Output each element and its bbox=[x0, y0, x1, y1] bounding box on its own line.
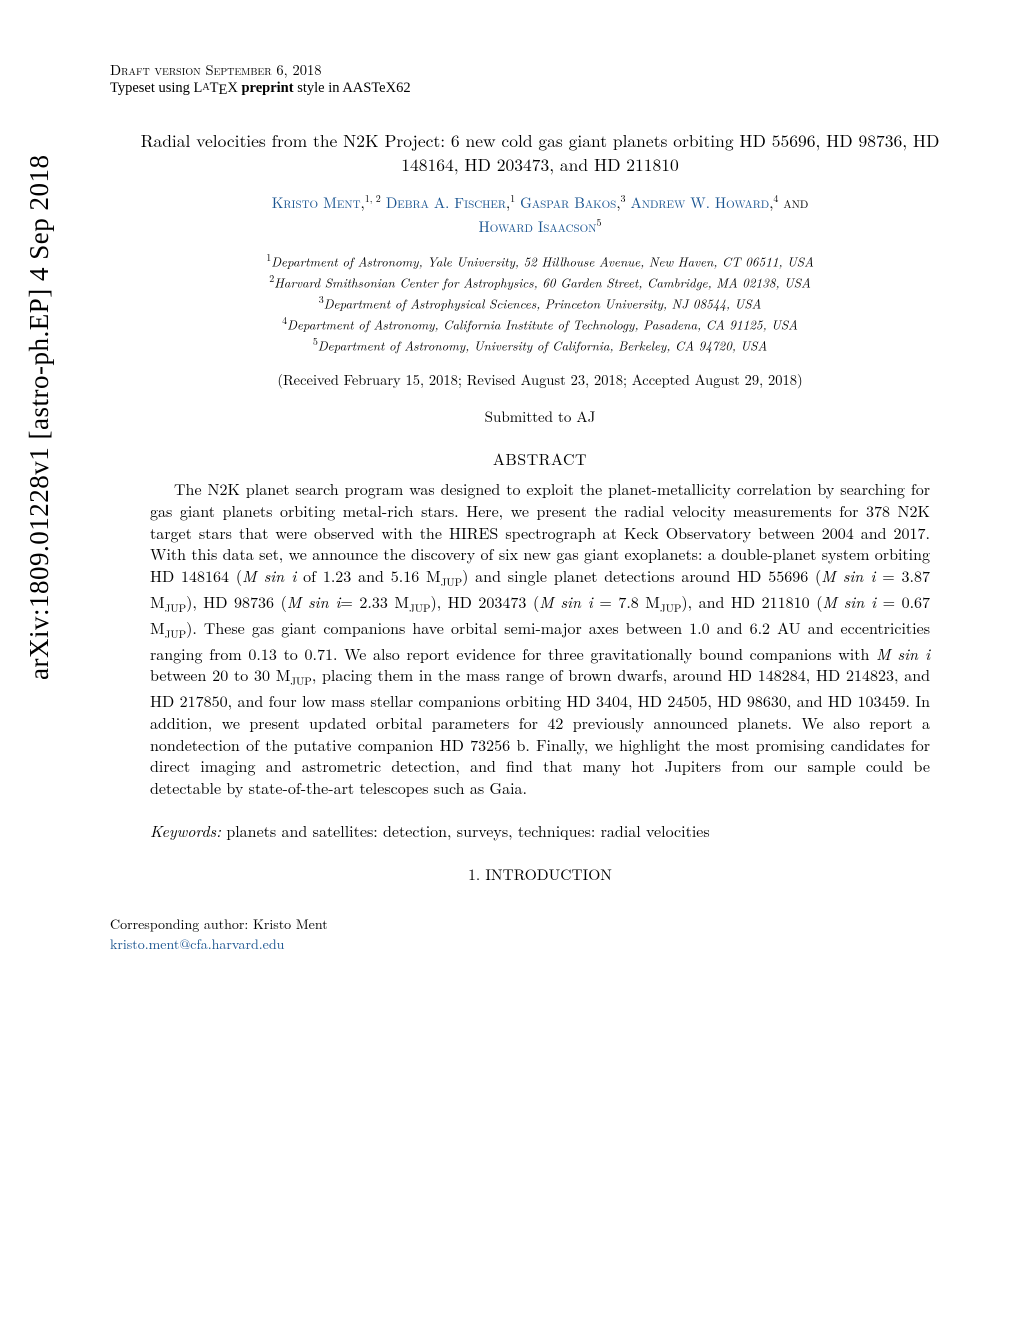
corresponding-email[interactable]: kristo.ment@cfa.harvard.edu bbox=[110, 934, 284, 954]
affiliation-5: 5Department of Astronomy, University of … bbox=[130, 334, 950, 355]
keywords-text: planets and satellites: detection, surve… bbox=[221, 819, 710, 842]
arxiv-category: [astro-ph.EP] bbox=[24, 288, 54, 439]
header-block: Draft version September 6, 2018 Typeset … bbox=[110, 60, 970, 99]
affiliation-4: 4Department of Astronomy, California Ins… bbox=[130, 313, 950, 334]
affiliation-1: 1Department of Astronomy, Yale Universit… bbox=[130, 250, 950, 271]
author-5-aff: 5 bbox=[596, 215, 601, 229]
corresponding-name: Corresponding author: Kristo Ment bbox=[110, 915, 970, 935]
arxiv-id: arXiv:1809.01228v1 bbox=[24, 447, 54, 680]
paper-title: Radial velocities from the N2K Project: … bbox=[140, 129, 940, 176]
draft-version: Draft version September 6, 2018 bbox=[110, 60, 970, 80]
author-1[interactable]: Kristo Ment bbox=[272, 192, 361, 213]
page-content: Draft version September 6, 2018 Typeset … bbox=[110, 0, 970, 954]
keywords-label: Keywords: bbox=[150, 819, 221, 842]
author-list: Kristo Ment,1, 2 Debra A. Fischer,1 Gasp… bbox=[160, 191, 920, 238]
abstract-body: The N2K planet search program was design… bbox=[150, 478, 930, 798]
corresponding-author: Corresponding author: Kristo Ment kristo… bbox=[110, 915, 970, 954]
arxiv-date: 4 Sep 2018 bbox=[24, 155, 54, 282]
abstract-heading: ABSTRACT bbox=[110, 447, 970, 470]
affiliation-2: 2Harvard Smithsonian Center for Astrophy… bbox=[130, 271, 950, 292]
author-3-aff: 3 bbox=[620, 191, 625, 205]
typeset-line: Typeset using LATEX preprint style in AA… bbox=[110, 80, 970, 99]
section-1-heading: 1. INTRODUCTION bbox=[110, 864, 970, 885]
author-5[interactable]: Howard Isaacson bbox=[479, 216, 597, 237]
author-and: and bbox=[778, 192, 808, 213]
author-2-aff: 1 bbox=[510, 191, 515, 205]
affiliation-3: 3Department of Astrophysical Sciences, P… bbox=[130, 292, 950, 313]
affiliation-list: 1Department of Astronomy, Yale Universit… bbox=[130, 250, 950, 354]
submitted-to: Submitted to AJ bbox=[110, 406, 970, 427]
author-3[interactable]: Gaspar Bakos bbox=[520, 192, 616, 213]
author-1-aff: 1, 2 bbox=[365, 191, 381, 205]
paper-dates: (Received February 15, 2018; Revised Aug… bbox=[110, 370, 970, 390]
author-4[interactable]: Andrew W. Howard bbox=[630, 192, 769, 213]
arxiv-banner: arXiv:1809.01228v1 [astro-ph.EP] 4 Sep 2… bbox=[24, 155, 55, 680]
keywords-line: Keywords: planets and satellites: detect… bbox=[150, 820, 930, 842]
author-2[interactable]: Debra A. Fischer bbox=[386, 192, 506, 213]
